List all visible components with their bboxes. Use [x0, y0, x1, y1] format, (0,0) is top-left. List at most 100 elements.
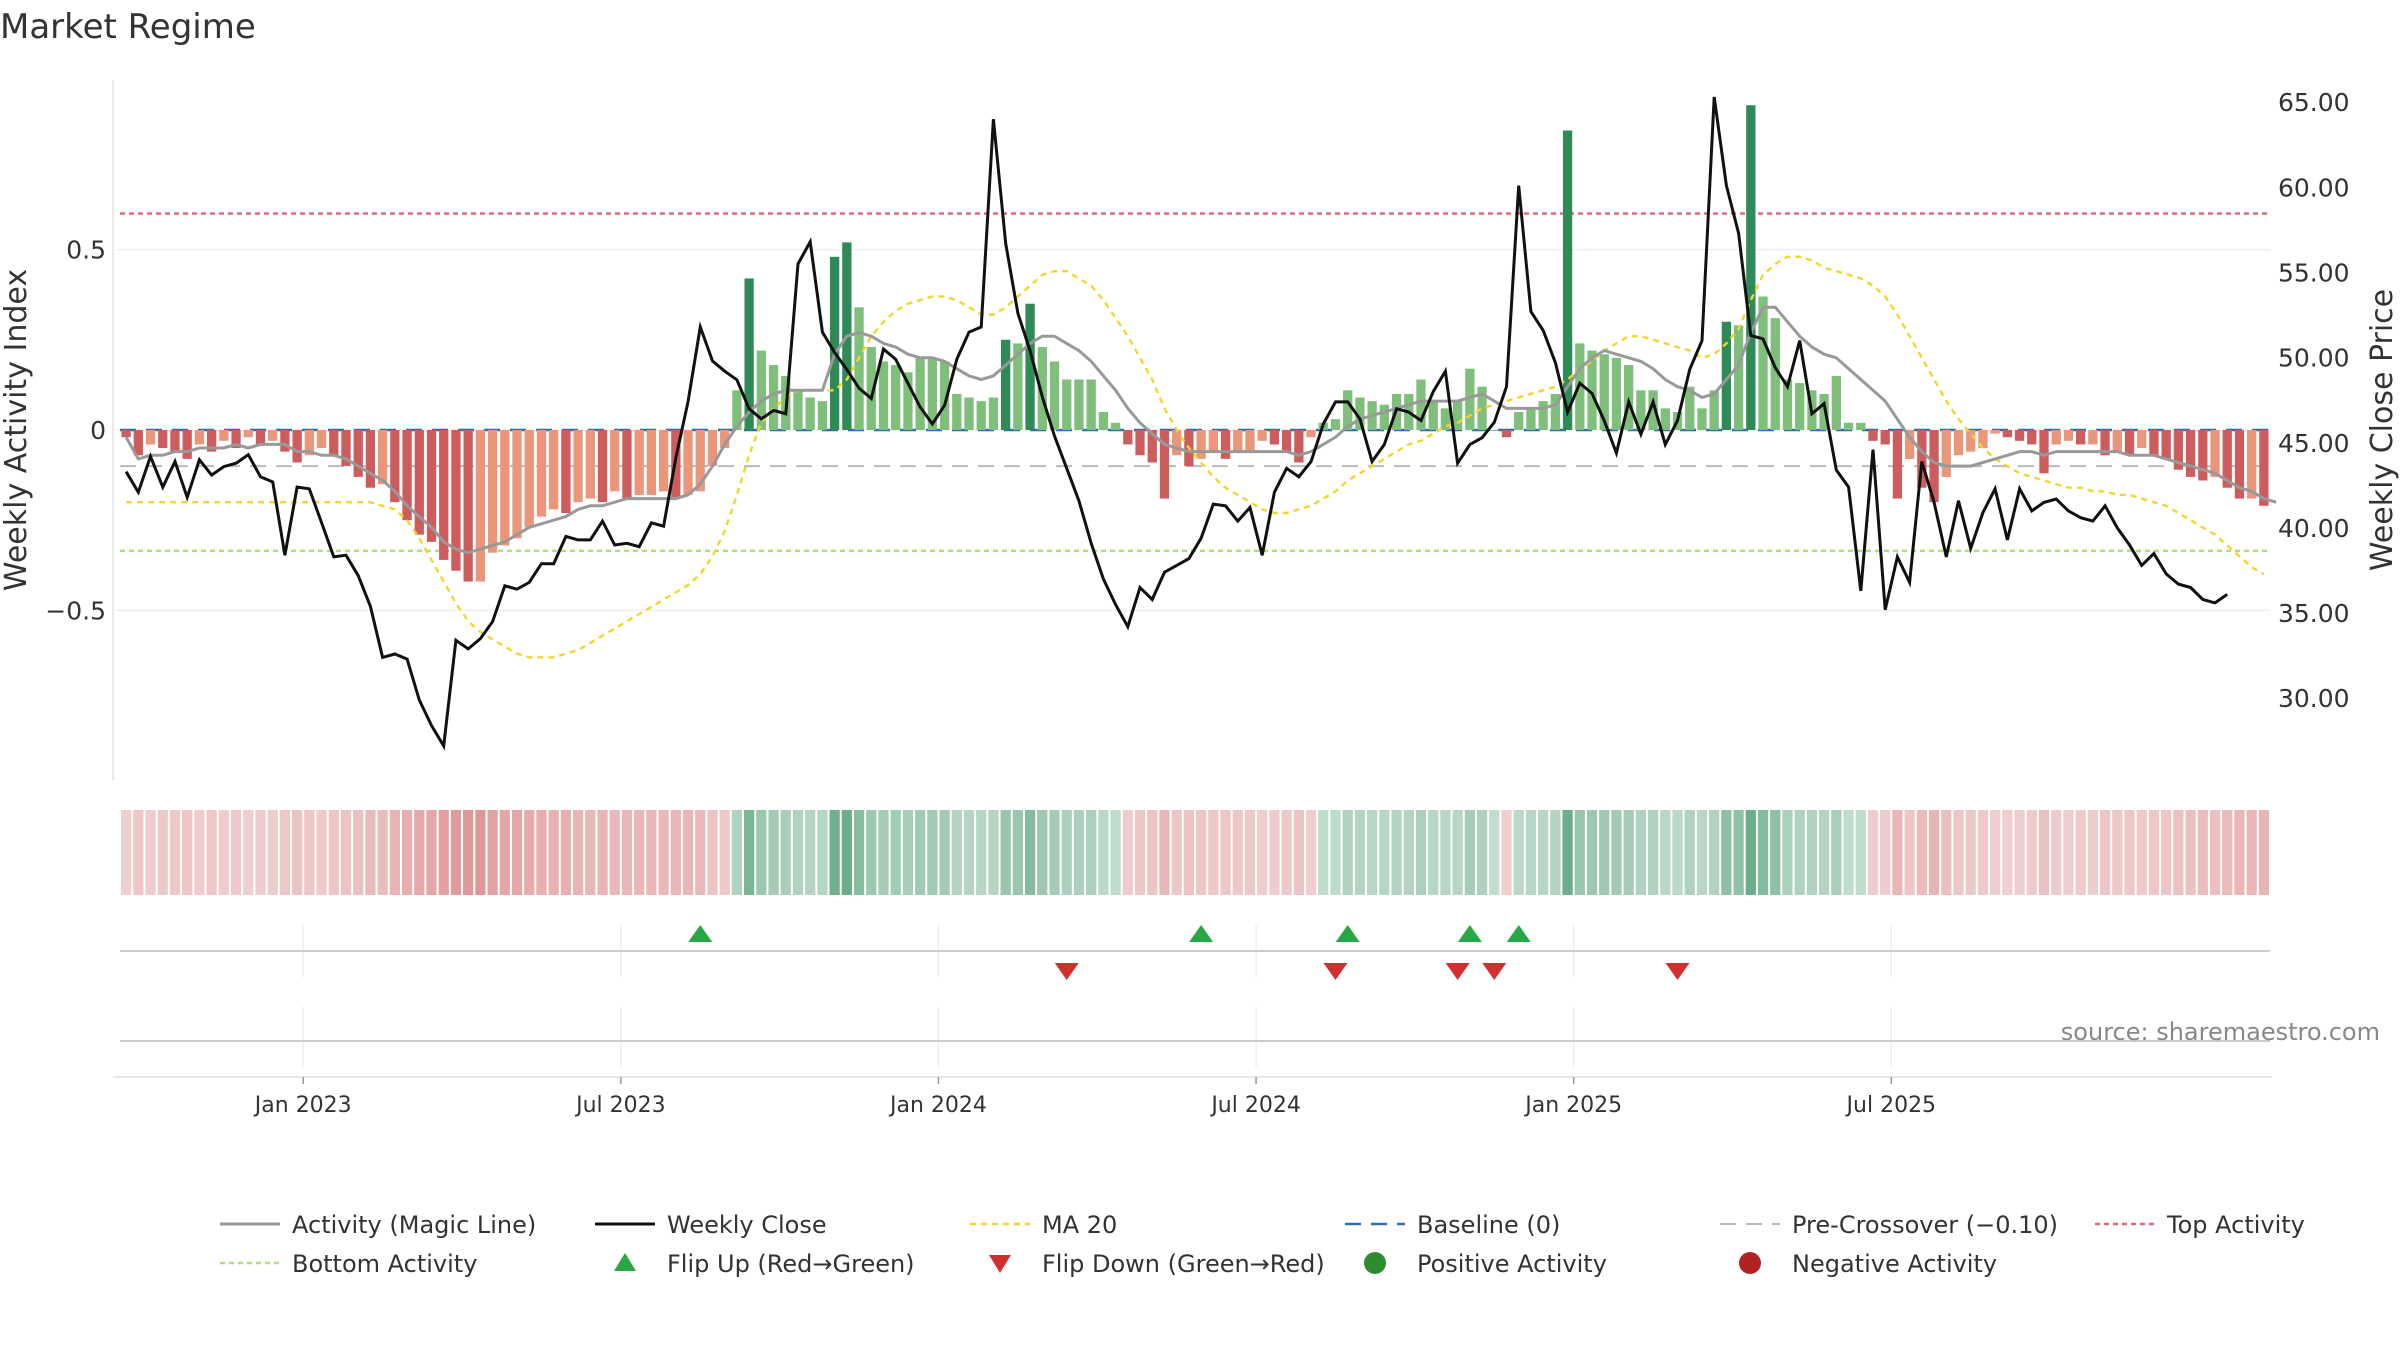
activity-bar: [1770, 318, 1780, 430]
activity-bar: [817, 401, 828, 430]
activity-bar: [1281, 430, 1292, 452]
regime-cell: [1501, 810, 1512, 895]
legend-label: Pre-Crossover (−0.10): [1792, 1211, 2058, 1239]
activity-bar: [2222, 430, 2232, 488]
activity-bar: [2210, 430, 2220, 477]
activity-bar: [1795, 383, 1805, 430]
regime-cell: [1293, 810, 1304, 895]
activity-bar: [744, 278, 754, 430]
regime-cell: [1171, 810, 1182, 895]
activity-bar: [1245, 430, 1255, 452]
activity-bar: [2247, 430, 2257, 499]
regime-cell: [1928, 810, 1940, 895]
regime-cell: [1305, 810, 1317, 895]
activity-bar: [2100, 430, 2110, 456]
flip-up-marker: [1506, 925, 1531, 942]
activity-bar: [231, 430, 241, 449]
regime-cell: [365, 810, 376, 895]
regime-cell: [572, 810, 584, 895]
activity-bar: [2234, 430, 2245, 499]
regime-cell: [1855, 810, 1866, 895]
regime-cell: [2051, 810, 2062, 895]
flip-markers: [688, 925, 1690, 980]
activity-bar: [304, 430, 314, 456]
activity-bar: [1660, 408, 1670, 430]
activity-bar: [1941, 430, 1951, 477]
regime-cell: [1024, 810, 1036, 895]
activity-bar: [1929, 430, 1939, 503]
legend-flip-down-icon: [989, 1255, 1011, 1273]
activity-bar: [1782, 379, 1793, 430]
regime-cell: [2246, 810, 2257, 895]
regime-cell: [1904, 810, 1915, 895]
left-tick-label: −0.5: [45, 596, 106, 625]
activity-bar: [1501, 430, 1512, 438]
activity-bar: [158, 430, 168, 449]
regime-cell: [2075, 810, 2086, 895]
activity-bar: [219, 430, 229, 441]
activity-bar: [1343, 390, 1353, 430]
regime-cell: [1391, 810, 1402, 895]
regime-cell: [768, 810, 779, 895]
regime-cell: [120, 810, 132, 895]
regime-cell: [866, 810, 877, 895]
right-tick-label: 50.00: [2278, 344, 2350, 373]
regime-cell: [1330, 810, 1341, 895]
regime-cell: [1342, 810, 1353, 895]
left-tick-label: 0.5: [66, 236, 106, 265]
regime-cell: [1195, 810, 1207, 895]
activity-bar: [512, 430, 522, 539]
regime-cell: [304, 810, 315, 895]
regime-cell: [1806, 810, 1818, 895]
activity-bar: [1110, 422, 1121, 430]
activity-bar: [1294, 430, 1304, 463]
regime-cell: [1599, 810, 1610, 895]
regime-cell: [915, 810, 926, 895]
bottom-grid: [302, 1007, 1893, 1067]
regime-cell: [2124, 810, 2135, 895]
regime-cell: [2148, 810, 2160, 895]
regime-cell: [1098, 810, 1109, 895]
regime-cell: [2038, 810, 2050, 895]
regime-cell: [2258, 810, 2270, 895]
regime-cell: [1867, 810, 1879, 895]
regime-cell: [2026, 810, 2037, 895]
regime-cell: [133, 810, 144, 895]
activity-bar: [585, 430, 595, 499]
activity-bar: [732, 390, 742, 430]
activity-bar: [622, 430, 632, 499]
regime-cell: [1880, 810, 1891, 895]
regime-cell: [524, 810, 535, 895]
activity-bar: [2002, 430, 2012, 438]
activity-bar: [2124, 430, 2135, 456]
activity-bar: [866, 347, 876, 430]
regime-cell: [1257, 810, 1268, 895]
activity-bar: [1025, 303, 1035, 430]
activity-bar: [952, 393, 962, 430]
right-axis-label: Weekly Close Price: [2365, 289, 2400, 571]
activity-bar: [170, 430, 180, 452]
regime-cell: [2112, 810, 2123, 895]
activity-bar: [378, 430, 388, 485]
magic-line: [124, 305, 2277, 555]
regime-cell: [963, 810, 975, 895]
flip-markers-panel: [120, 925, 2270, 980]
activity-bar: [243, 430, 253, 438]
regime-cell: [1122, 810, 1133, 895]
source-label: source: sharemaestro.com: [2061, 1018, 2380, 1046]
regime-cell: [1684, 810, 1695, 895]
regime-cell: [1953, 810, 1964, 895]
regime-cell: [1794, 810, 1805, 895]
regime-cell: [805, 810, 816, 895]
regime-cell: [902, 810, 914, 895]
regime-cell: [585, 810, 596, 895]
regime-cell: [1721, 810, 1732, 895]
regime-cell: [414, 810, 425, 895]
activity-bar: [1147, 430, 1157, 463]
regime-cell: [756, 810, 767, 895]
activity-bar: [1856, 422, 1866, 430]
activity-bar: [1416, 379, 1426, 430]
activity-bar: [1257, 430, 1267, 441]
activity-bar: [182, 430, 192, 459]
regime-cell: [976, 810, 987, 895]
